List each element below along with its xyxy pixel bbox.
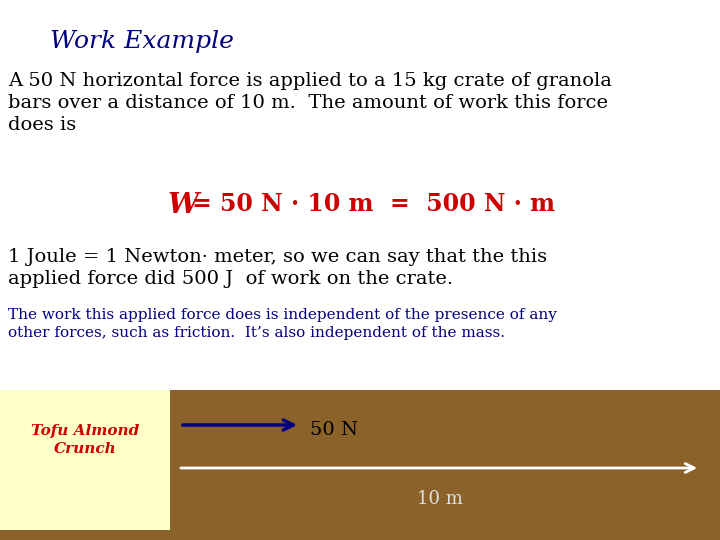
Text: W: W <box>168 192 199 219</box>
Text: 10 m: 10 m <box>417 490 463 508</box>
Text: does is: does is <box>8 116 76 134</box>
Text: Work Example: Work Example <box>50 30 234 53</box>
Text: Tofu Almond
Crunch: Tofu Almond Crunch <box>31 424 139 456</box>
Bar <box>0 390 170 530</box>
Text: other forces, such as friction.  It’s also independent of the mass.: other forces, such as friction. It’s als… <box>8 326 505 340</box>
Text: The work this applied force does is independent of the presence of any: The work this applied force does is inde… <box>8 308 557 322</box>
Text: bars over a distance of 10 m.  The amount of work this force: bars over a distance of 10 m. The amount… <box>8 94 608 112</box>
Bar <box>0 390 720 540</box>
Text: 1 Joule = 1 Newton· meter, so we can say that the this: 1 Joule = 1 Newton· meter, so we can say… <box>8 248 547 266</box>
Text: applied force did 500 J  of work on the crate.: applied force did 500 J of work on the c… <box>8 270 453 288</box>
Text: A 50 N horizontal force is applied to a 15 kg crate of granola: A 50 N horizontal force is applied to a … <box>8 72 612 90</box>
Text: = 50 N · 10 m  =  500 N · m: = 50 N · 10 m = 500 N · m <box>192 192 555 216</box>
Text: 50 N: 50 N <box>310 421 358 439</box>
